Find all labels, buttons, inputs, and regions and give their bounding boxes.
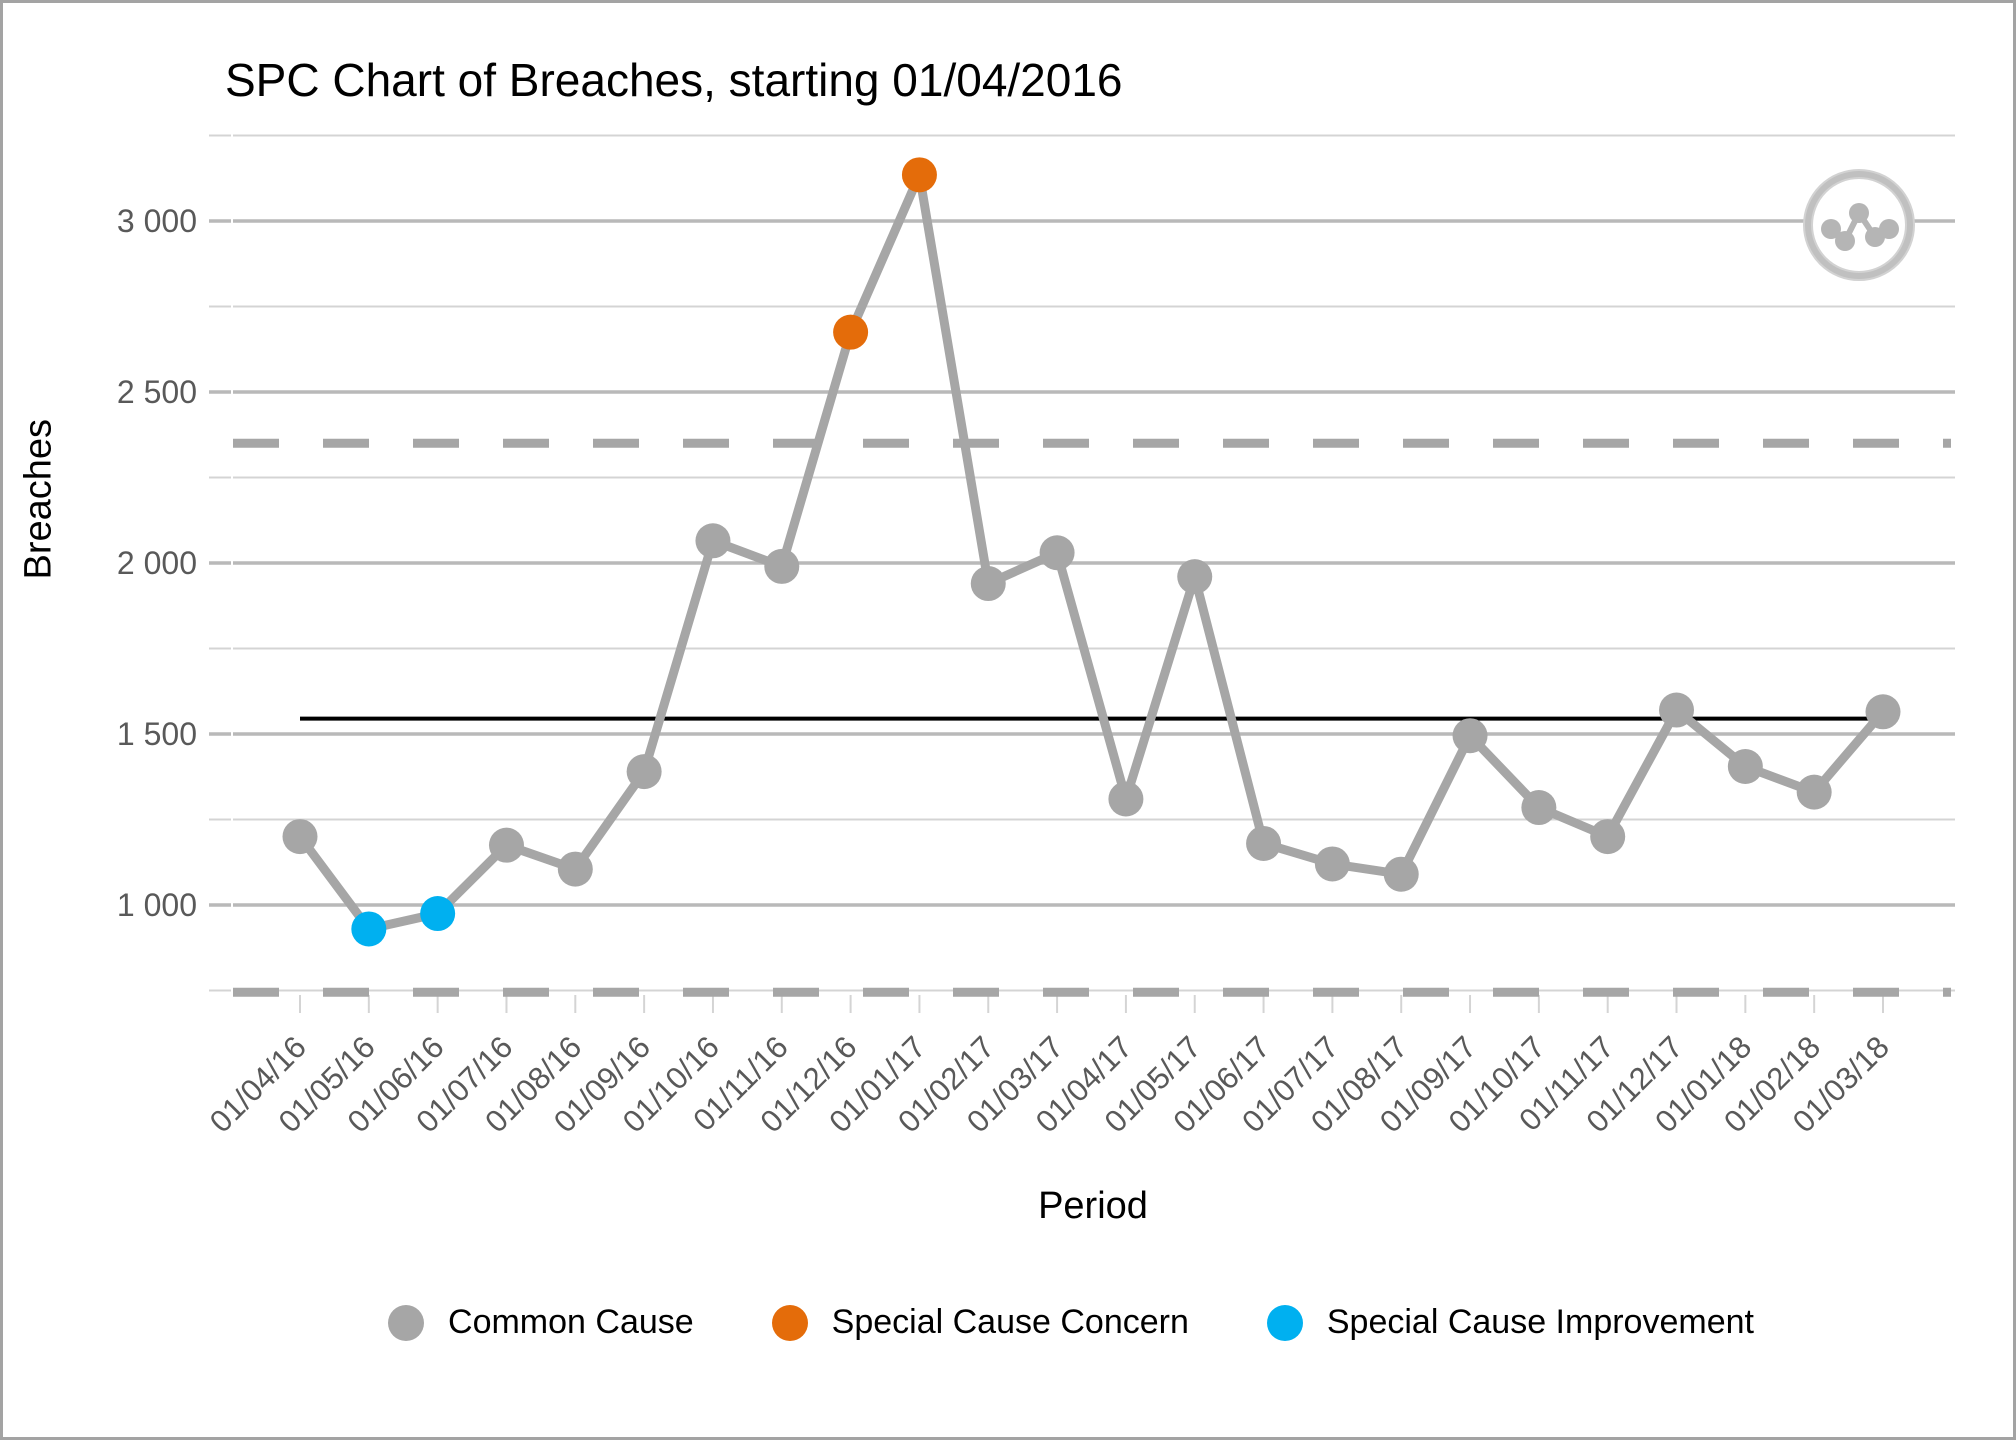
y-tick-label: 2 500 xyxy=(117,374,197,410)
data-point-common xyxy=(626,754,662,790)
data-point-improvement xyxy=(420,896,456,932)
data-point-common xyxy=(1727,748,1763,784)
logo-dots xyxy=(1821,203,1899,251)
data-point-common xyxy=(695,523,731,559)
y-tick-label: 2 000 xyxy=(117,545,197,581)
data-point-common xyxy=(1865,694,1901,730)
y-tick-label: 1 500 xyxy=(117,716,197,752)
common-cause-dot-icon xyxy=(388,1304,425,1341)
data-point-common xyxy=(488,827,524,863)
data-point-improvement xyxy=(351,911,387,947)
chart-title: SPC Chart of Breaches, starting 01/04/20… xyxy=(225,54,1123,106)
data-point-common xyxy=(970,566,1006,602)
x-axis-title: Period xyxy=(1038,1185,1148,1227)
y-tick-label: 3 000 xyxy=(117,203,197,239)
data-point-common xyxy=(1314,846,1350,882)
breaches-series-line xyxy=(296,170,1887,934)
legend-label: Special Cause Improvement xyxy=(1326,1303,1754,1341)
logo-ring xyxy=(1805,171,1913,279)
legend-label: Special Cause Concern xyxy=(831,1303,1189,1341)
data-point-common xyxy=(1452,718,1488,754)
data-point-common xyxy=(1383,856,1419,892)
data-point-common xyxy=(557,851,593,887)
spc-line-chart-logo-icon xyxy=(1803,169,1915,281)
data-point-common xyxy=(1659,692,1695,728)
data-point-common xyxy=(1246,825,1282,861)
data-point-common xyxy=(764,548,800,584)
legend-item-special-cause-concern: Special Cause Concern xyxy=(771,1303,1189,1342)
legend-label: Common Cause xyxy=(448,1303,694,1341)
special-cause-concern-dot-icon xyxy=(771,1304,808,1341)
data-point-common xyxy=(282,819,318,855)
y-tick-label: 1 000 xyxy=(117,887,197,923)
legend-item-special-cause-improvement: Special Cause Improvement xyxy=(1266,1303,1754,1342)
legend-item-common-cause: Common Cause xyxy=(388,1303,694,1342)
data-point-common xyxy=(1177,559,1213,595)
data-point-concern xyxy=(833,314,869,350)
data-point-common xyxy=(1039,535,1075,571)
data-point-common xyxy=(1108,781,1144,817)
chart-legend: Common Cause Special Cause Concern Speci… xyxy=(63,1303,2013,1342)
data-point-common xyxy=(1590,819,1626,855)
data-point-common xyxy=(1521,790,1557,826)
special-cause-improvement-dot-icon xyxy=(1266,1304,1303,1341)
data-point-concern xyxy=(901,157,937,193)
data-point-common xyxy=(1796,774,1832,810)
